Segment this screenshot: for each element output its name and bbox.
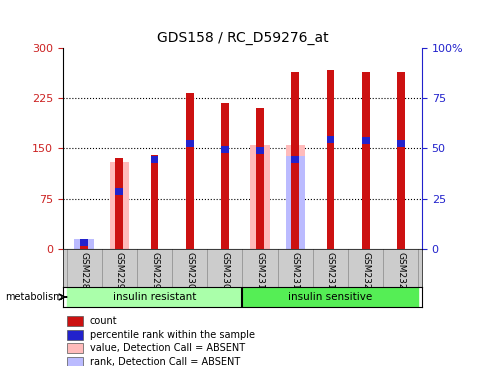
Bar [291,156,299,163]
Text: GSM2319: GSM2319 [325,252,334,295]
Text: GSM2310: GSM2310 [255,252,264,295]
Text: GSM2300: GSM2300 [185,252,194,295]
Bar [75,239,93,249]
Text: GSM2324: GSM2324 [361,252,369,295]
Bar [151,155,158,249]
Text: GSM2290: GSM2290 [115,252,123,295]
Bar [396,140,404,147]
Bar [115,158,123,249]
Bar [361,137,369,143]
Bar [256,147,263,154]
Bar [326,70,333,249]
Text: count: count [90,316,117,326]
Bar [109,162,129,249]
Text: rank, Detection Call = ABSENT: rank, Detection Call = ABSENT [90,357,240,366]
Bar [185,93,193,249]
Bar [250,145,269,249]
Text: value, Detection Call = ABSENT: value, Detection Call = ABSENT [90,343,244,354]
Bar [151,156,158,163]
Bar [66,343,83,354]
Bar [221,102,228,249]
Bar [80,239,88,246]
Text: metabolism: metabolism [5,292,62,302]
Title: GDS158 / RC_D59276_at: GDS158 / RC_D59276_at [156,31,328,45]
Bar [66,357,83,366]
Bar [80,239,88,249]
Text: GSM2295: GSM2295 [150,252,159,295]
Bar [115,188,123,195]
Text: GSM2314: GSM2314 [290,252,299,295]
Bar [66,316,83,326]
Bar [285,156,304,249]
Bar [396,72,404,249]
Bar [361,72,369,249]
Bar [185,140,193,147]
Text: insulin resistant: insulin resistant [113,292,196,302]
Bar [326,136,333,143]
Bar [66,330,83,340]
Text: GSM2329: GSM2329 [395,252,405,295]
Text: percentile rank within the sample: percentile rank within the sample [90,330,255,340]
Bar [75,239,93,249]
Text: GSM2285: GSM2285 [79,252,89,295]
Bar [221,146,228,153]
Bar [291,72,299,249]
Text: GSM2305: GSM2305 [220,252,229,295]
Text: insulin sensitive: insulin sensitive [288,292,372,302]
Bar [285,145,304,249]
Bar [256,108,263,249]
